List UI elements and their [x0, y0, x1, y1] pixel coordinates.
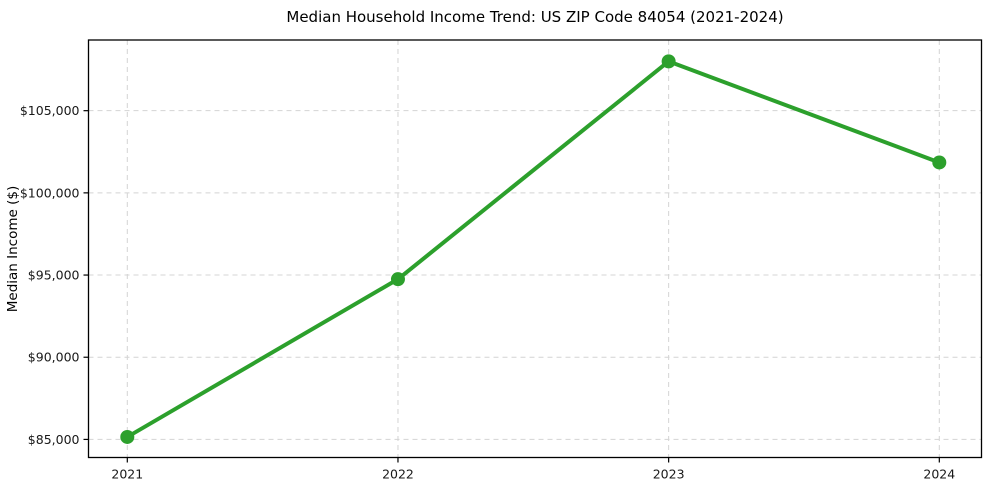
- x-tick-label: 2022: [382, 467, 414, 482]
- x-tick-label: 2023: [653, 467, 685, 482]
- data-point-marker: [390, 272, 405, 287]
- axes-spines: [87, 39, 983, 459]
- y-tick-label: $105,000: [20, 103, 80, 118]
- data-point-marker: [932, 155, 947, 170]
- data-point-marker: [120, 429, 135, 444]
- y-tick-label: $100,000: [20, 185, 80, 200]
- y-tick-label: $90,000: [28, 350, 80, 365]
- x-tick-label: 2021: [111, 467, 143, 482]
- x-tick-label: 2024: [923, 467, 955, 482]
- chart-title: Median Household Income Trend: US ZIP Co…: [286, 8, 784, 26]
- series-line: [126, 59, 941, 439]
- y-tick-label: $95,000: [28, 268, 80, 283]
- data-point-marker: [661, 54, 676, 69]
- y-tick-label: $85,000: [28, 432, 80, 447]
- y-axis-label: Median Income ($): [5, 185, 21, 313]
